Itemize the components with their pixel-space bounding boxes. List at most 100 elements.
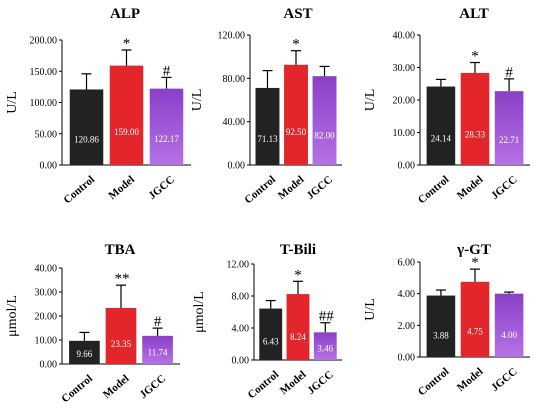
bar-jgcc xyxy=(149,88,184,165)
bar-jgcc xyxy=(312,76,337,165)
bar-model xyxy=(109,65,144,165)
chart-panel-4: TBA μmol/L 0.00 10.00 20.00 30.00 40.00 9.66 Con… xyxy=(5,242,180,405)
data-label: 23.35 xyxy=(111,339,132,349)
bar-jgcc xyxy=(494,91,524,165)
y-tick-label: 20.00 xyxy=(35,312,58,323)
y-tick-label: 40.00 xyxy=(223,117,246,128)
x-tick-label: JGCC xyxy=(137,373,168,401)
data-label: 120.86 xyxy=(74,134,99,144)
y-tick-label: 0.00 xyxy=(228,161,246,172)
x-tick-label: JGCC xyxy=(489,366,520,394)
chart-title: AST xyxy=(283,6,312,22)
y-tick-label: 50.00 xyxy=(35,129,58,140)
x-tick-label: JGCC xyxy=(489,174,520,202)
y-tick-label: 6.00 xyxy=(398,258,416,269)
significance-mark: * xyxy=(471,255,479,271)
x-tick-label: Model xyxy=(101,373,132,401)
x-tick-label: Control xyxy=(61,174,97,207)
y-tick-label: 40.00 xyxy=(35,264,58,275)
chart-panel-2: AST U/L 0.00 40.00 80.00 120.00 71.13 Control 92… xyxy=(190,6,342,206)
data-label: 8.24 xyxy=(290,332,306,342)
bar-model xyxy=(286,294,310,360)
y-axis-label: U/L xyxy=(190,89,205,112)
chart-panel-3: ALT U/L 0.00 10.00 20.00 30.00 40.00 24.14 Contr… xyxy=(363,6,530,206)
data-label: 3.88 xyxy=(433,331,449,341)
significance-mark: * xyxy=(294,267,302,283)
x-tick-label: Model xyxy=(106,174,137,202)
y-tick-label: 40.00 xyxy=(393,31,416,42)
y-tick-label: 10.00 xyxy=(393,128,416,139)
x-tick-label: JGCC xyxy=(146,174,177,202)
y-tick-label: 2.00 xyxy=(398,321,416,332)
x-tick-label: Model xyxy=(455,366,486,394)
bar-jgcc xyxy=(494,293,524,357)
y-tick-label: 8.00 xyxy=(232,292,250,303)
bar-model xyxy=(105,307,137,364)
data-label: 24.14 xyxy=(431,133,452,143)
y-tick-label: 100.00 xyxy=(30,98,58,109)
bar-jgcc xyxy=(142,335,173,364)
chart-title: ALP xyxy=(110,6,140,22)
y-tick-label: 30.00 xyxy=(393,63,416,74)
x-tick-label: JGCC xyxy=(305,369,336,397)
y-tick-label: 12.00 xyxy=(227,260,250,271)
bar-control xyxy=(426,86,456,165)
y-tick-label: 0.00 xyxy=(40,161,58,172)
bar-model xyxy=(284,64,308,165)
data-label: 92.50 xyxy=(286,127,307,137)
y-axis-label: U/L xyxy=(363,298,378,321)
bar-control xyxy=(259,308,283,360)
y-tick-label: 4.00 xyxy=(232,324,250,335)
data-label: 71.13 xyxy=(257,134,278,144)
x-tick-label: Control xyxy=(416,366,452,399)
chart-title: TBA xyxy=(105,242,136,258)
y-axis-label: μmol/L xyxy=(5,295,20,337)
data-label: 159.00 xyxy=(114,127,139,137)
y-tick-label: 0.00 xyxy=(398,161,416,172)
data-label: 22.71 xyxy=(499,135,519,145)
data-label: 28.33 xyxy=(465,129,486,139)
chart-title: T-Bili xyxy=(280,242,316,258)
y-tick-label: 10.00 xyxy=(35,336,58,347)
bar-model xyxy=(460,72,490,165)
bar-control xyxy=(255,87,280,165)
significance-mark: ** xyxy=(115,271,130,287)
data-label: 4.75 xyxy=(467,326,483,336)
y-axis-label: U/L xyxy=(363,89,378,112)
x-tick-label: Model xyxy=(276,174,307,202)
data-label: 9.66 xyxy=(77,349,93,359)
chart-panel-5: T-Bili μmol/L 0.00 4.00 8.00 12.00 6.43 Control… xyxy=(192,242,342,401)
significance-mark: ## xyxy=(319,309,335,325)
data-label: 6.43 xyxy=(263,337,279,347)
x-tick-label: Control xyxy=(246,369,282,402)
chart-title: ALT xyxy=(459,6,488,22)
y-axis-label: μmol/L xyxy=(192,291,207,333)
y-tick-label: 120.00 xyxy=(218,31,246,42)
significance-mark: * xyxy=(123,36,131,52)
y-tick-label: 80.00 xyxy=(223,74,246,85)
data-label: 11.74 xyxy=(148,348,168,358)
x-tick-label: JGCC xyxy=(304,174,335,202)
chart-title: γ-GT xyxy=(456,242,491,258)
y-tick-label: 0.00 xyxy=(398,353,416,364)
bar-control xyxy=(69,89,104,165)
bar-control xyxy=(426,295,456,357)
chart-panel-6: γ-GT U/L 0.00 2.00 4.00 6.00 3.88 Control 4.75 * M… xyxy=(363,242,530,398)
bar-model xyxy=(460,281,490,357)
bar-control xyxy=(69,340,100,364)
significance-mark: # xyxy=(505,65,513,81)
chart-panel-1: ALP U/L 0.00 50.00 100.00 150.00 200.00 120.86 C… xyxy=(5,6,191,206)
y-tick-label: 0.00 xyxy=(232,356,250,367)
bar-jgcc xyxy=(313,332,337,360)
x-tick-label: Control xyxy=(416,174,452,207)
significance-mark: # xyxy=(154,314,162,330)
y-tick-label: 4.00 xyxy=(398,289,416,300)
significance-mark: * xyxy=(471,49,479,65)
data-label: 3.46 xyxy=(317,344,333,354)
data-label: 82.00 xyxy=(314,130,335,140)
x-tick-label: Control xyxy=(242,174,278,207)
significance-mark: # xyxy=(163,63,171,79)
x-tick-label: Model xyxy=(278,369,309,397)
significance-mark: * xyxy=(292,37,300,53)
